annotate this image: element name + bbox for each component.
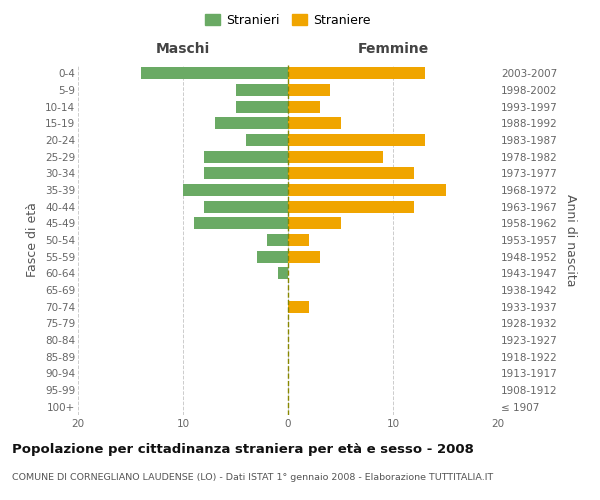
Bar <box>288 134 425 146</box>
Bar <box>288 168 414 179</box>
Bar <box>183 184 288 196</box>
Text: Maschi: Maschi <box>156 42 210 56</box>
Text: COMUNE DI CORNEGLIANO LAUDENSE (LO) - Dati ISTAT 1° gennaio 2008 - Elaborazione : COMUNE DI CORNEGLIANO LAUDENSE (LO) - Da… <box>12 472 493 482</box>
Text: Popolazione per cittadinanza straniera per età e sesso - 2008: Popolazione per cittadinanza straniera p… <box>12 442 474 456</box>
Bar <box>235 84 288 96</box>
Bar <box>246 134 288 146</box>
Bar <box>288 250 320 262</box>
Bar <box>257 250 288 262</box>
Bar <box>215 118 288 130</box>
Bar <box>193 218 288 230</box>
Text: Femmine: Femmine <box>358 42 428 56</box>
Bar <box>277 268 288 280</box>
Bar <box>288 184 445 196</box>
Legend: Stranieri, Straniere: Stranieri, Straniere <box>200 8 376 32</box>
Bar <box>204 168 288 179</box>
Bar <box>288 200 414 212</box>
Y-axis label: Anni di nascita: Anni di nascita <box>565 194 577 286</box>
Bar <box>267 234 288 246</box>
Bar <box>141 68 288 80</box>
Bar <box>288 118 341 130</box>
Bar <box>288 68 425 80</box>
Bar <box>288 300 309 312</box>
Bar <box>288 100 320 112</box>
Bar <box>288 84 330 96</box>
Bar <box>288 150 383 162</box>
Bar <box>288 218 341 230</box>
Bar <box>288 234 309 246</box>
Bar <box>204 150 288 162</box>
Bar <box>235 100 288 112</box>
Bar <box>204 200 288 212</box>
Y-axis label: Fasce di età: Fasce di età <box>26 202 40 278</box>
